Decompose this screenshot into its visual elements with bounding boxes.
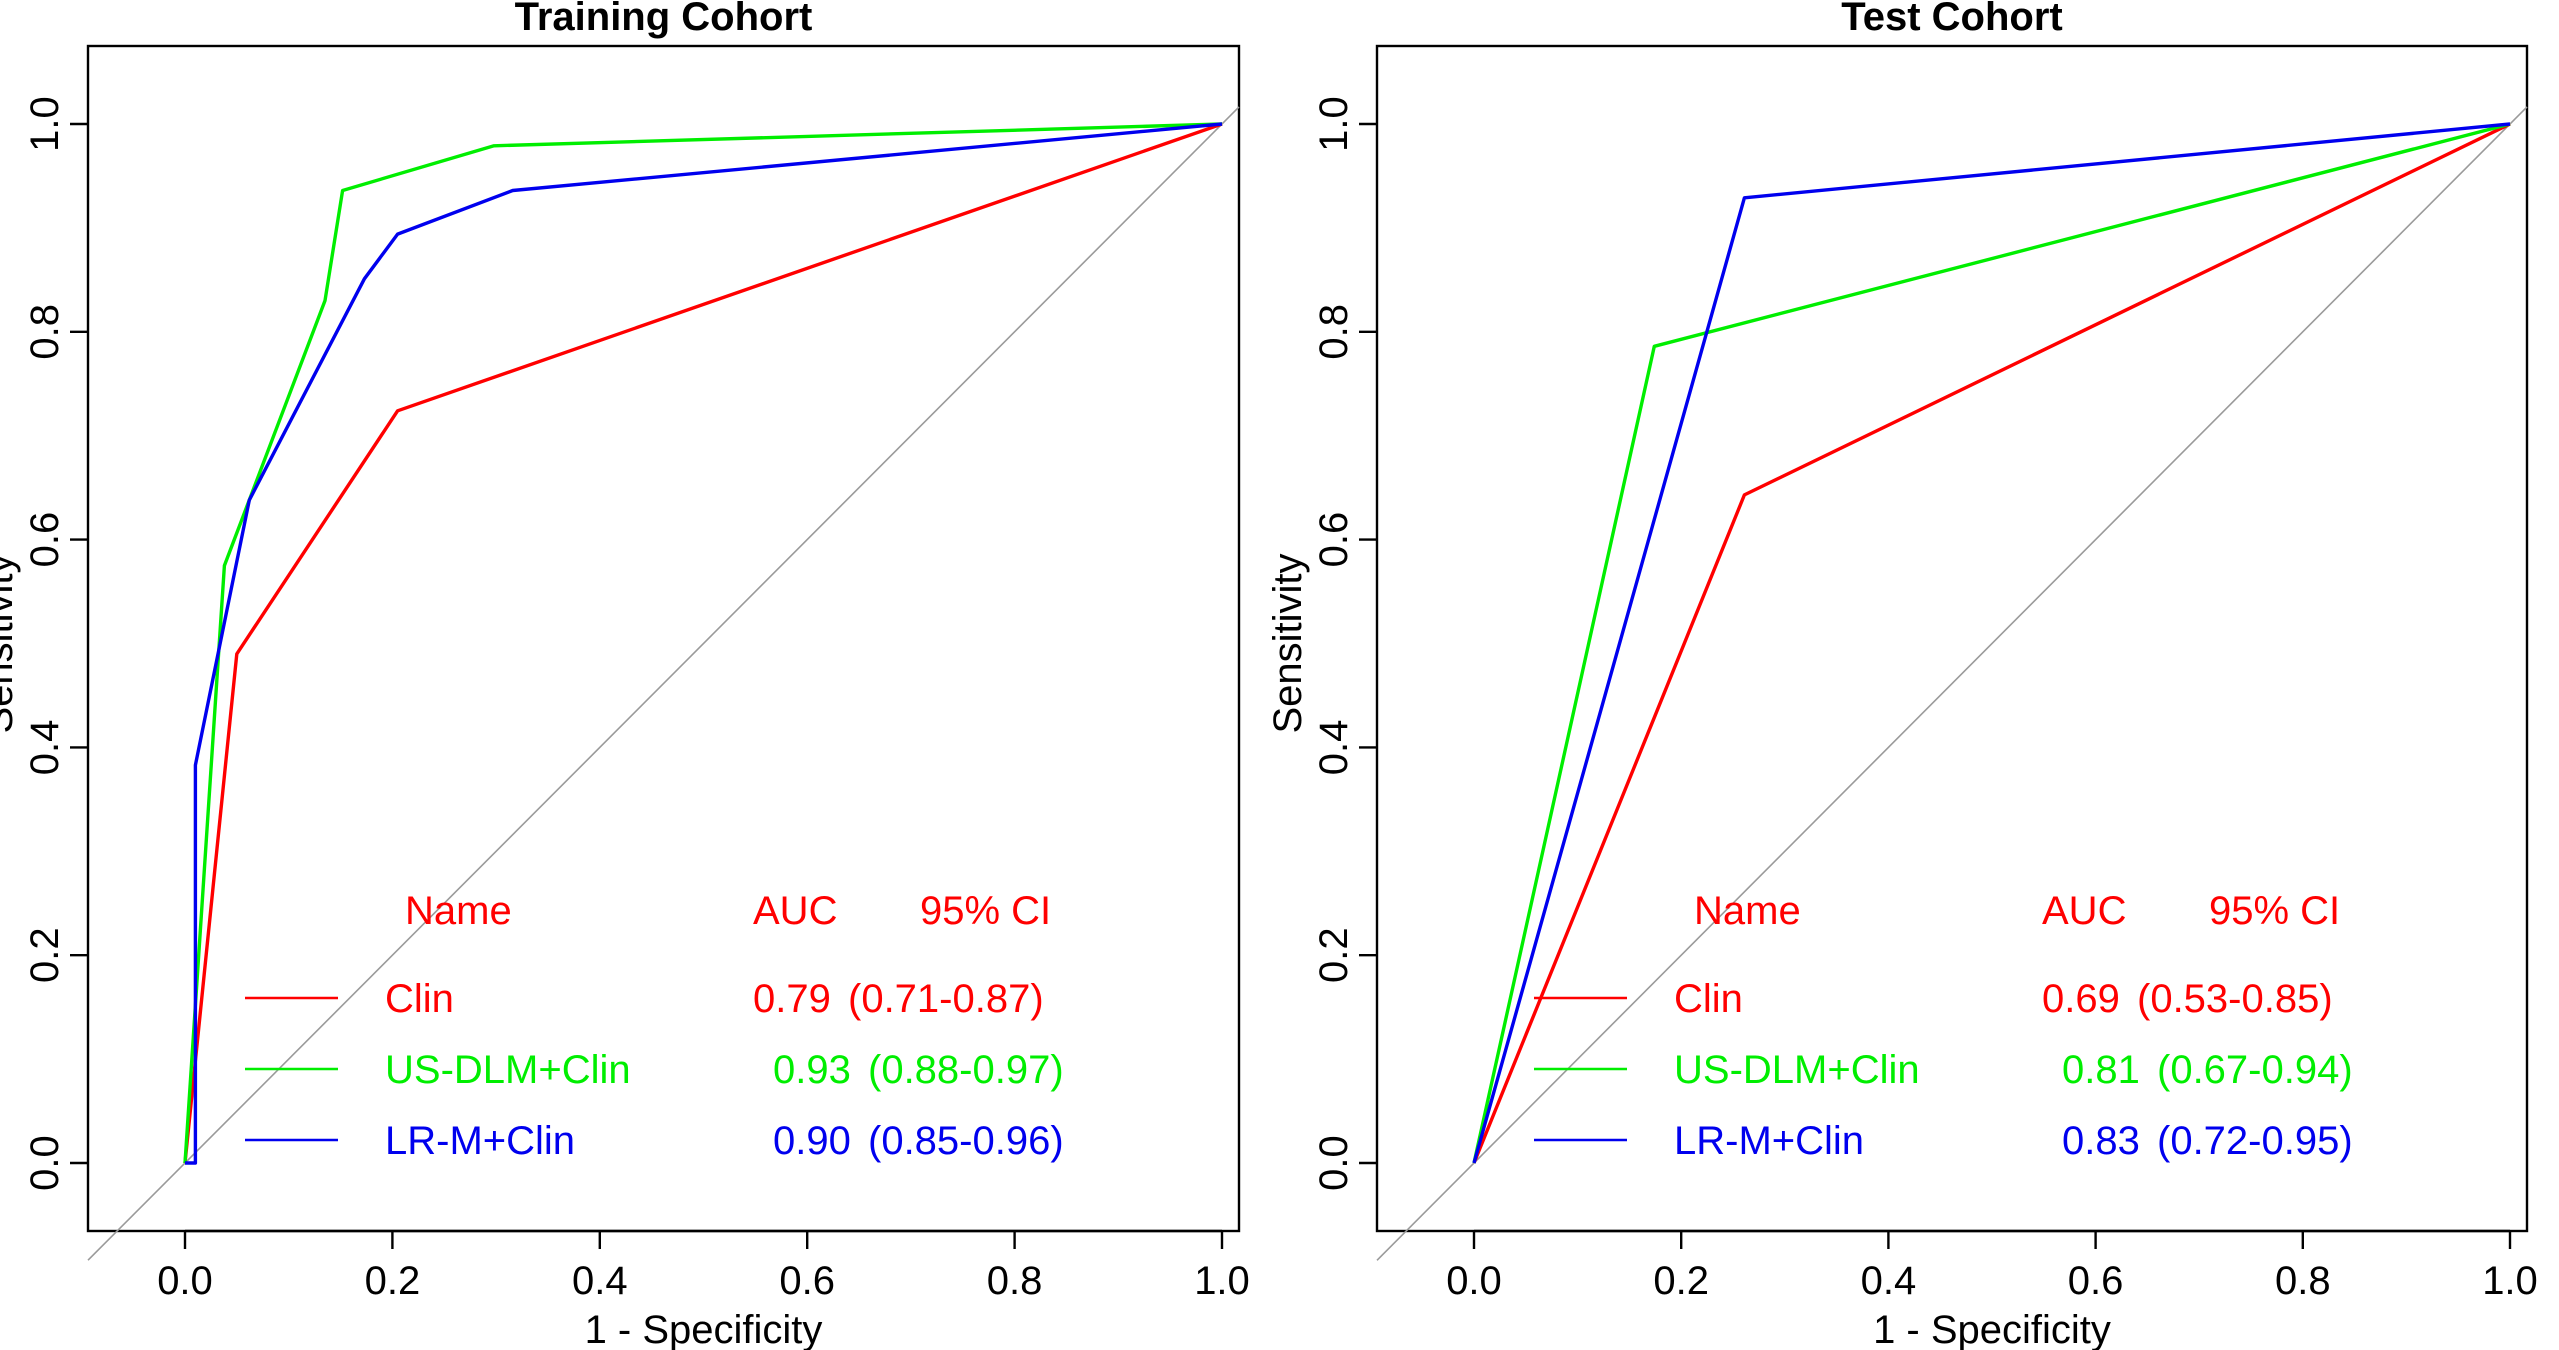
y-tick-label: 0.0: [23, 1135, 67, 1191]
y-tick-label: 0.0: [1312, 1135, 1356, 1191]
y-tick-label: 0.4: [1312, 720, 1356, 776]
legend-header-name: Name: [405, 889, 512, 933]
x-tick-label: 0.6: [779, 1259, 835, 1303]
roc-curve-lr-m-clin: [185, 122, 1223, 1165]
legend-series-name: Clin: [1674, 977, 1743, 1021]
legend-series-name: LR-M+Clin: [385, 1119, 575, 1163]
legend-series-auc: 0.69: [2042, 977, 2120, 1021]
reference-diagonal-line: [1376, 106, 2528, 1261]
legend-series-auc: 0.81: [2062, 1048, 2140, 1092]
plot-frame: [86, 44, 1241, 1233]
roc-curve-clin: [1472, 122, 2511, 1164]
y-tick-label: 1.0: [23, 96, 67, 152]
x-axis: 0.0 0.2 0.4 0.6 0.8 1.0: [157, 1229, 1250, 1303]
y-tick-label: 0.8: [1312, 304, 1356, 360]
legend-header-ci: 95% CI: [2209, 889, 2340, 933]
x-tick-label: 0.4: [1861, 1259, 1917, 1303]
legend-series-ci: (0.72-0.95): [2157, 1119, 2353, 1163]
plot-frame: [1375, 44, 2529, 1233]
chart-panel-training: Training Cohort 0.0 0.2 0.4 0.6 0.8 1.0 1 - Spe…: [0, 0, 1250, 1350]
y-axis: 0.0 0.2 0.4 0.6 0.8 1.0: [1312, 96, 1377, 1191]
legend-series-auc: 0.93: [773, 1048, 851, 1092]
legend-series-ci: (0.71-0.87): [848, 977, 1044, 1021]
legend-series-name: LR-M+Clin: [1674, 1119, 1864, 1163]
legend-series-name: US-DLM+Clin: [1674, 1048, 1920, 1092]
legend-series-ci: (0.53-0.85): [2137, 977, 2333, 1021]
legend-header-auc: AUC: [753, 889, 837, 933]
x-axis-label: 1 - Specificity: [585, 1308, 823, 1350]
legend-series-ci: (0.85-0.96): [868, 1119, 1064, 1163]
legend: Name AUC 95% CI Clin 0.79 (0.71-0.87) US-DLM+C…: [245, 889, 1064, 1163]
y-tick-label: 0.8: [23, 304, 67, 360]
legend-series-auc: 0.83: [2062, 1119, 2140, 1163]
legend-series-ci: (0.88-0.97): [868, 1048, 1064, 1092]
y-tick-label: 0.2: [23, 927, 67, 983]
x-axis: 0.0 0.2 0.4 0.6 0.8 1.0: [1446, 1229, 2538, 1303]
x-tick-label: 0.0: [1446, 1259, 1502, 1303]
roc-curve-lr-m-clin: [1472, 122, 2511, 1164]
chart-title: Training Cohort: [515, 0, 813, 39]
x-tick-label: 1.0: [2482, 1259, 2538, 1303]
roc-curve-clin: [183, 122, 1223, 1164]
x-tick-label: 0.8: [987, 1259, 1043, 1303]
x-tick-label: 0.2: [1653, 1259, 1709, 1303]
y-axis: 0.0 0.2 0.4 0.6 0.8 1.0: [23, 96, 88, 1191]
y-axis-label: Sensitivity: [0, 553, 21, 733]
legend-series-name: Clin: [385, 977, 454, 1021]
x-axis-label: 1 - Specificity: [1873, 1308, 2111, 1350]
x-tick-label: 0.2: [365, 1259, 421, 1303]
legend-header-ci: 95% CI: [920, 889, 1051, 933]
legend-series-ci: (0.67-0.94): [2157, 1048, 2353, 1092]
legend: Name AUC 95% CI Clin 0.69 (0.53-0.85) US-DLM+C…: [1534, 889, 2353, 1163]
x-tick-label: 0.4: [572, 1259, 628, 1303]
y-tick-label: 0.6: [23, 512, 67, 568]
reference-diagonal-line: [87, 106, 1240, 1261]
legend-series-name: US-DLM+Clin: [385, 1048, 631, 1092]
y-tick-label: 1.0: [1312, 96, 1356, 152]
legend-header-auc: AUC: [2042, 889, 2126, 933]
chart-panel-test: Test Cohort 0.0 0.2 0.4 0.6 0.8 1.0 1 - Specifi…: [1266, 0, 2538, 1350]
x-tick-label: 1.0: [1194, 1259, 1250, 1303]
y-tick-label: 0.6: [1312, 512, 1356, 568]
roc-curve-us-dlm-clin: [183, 122, 1223, 1164]
roc-curve-us-dlm-clin: [1472, 122, 2511, 1164]
x-tick-label: 0.8: [2275, 1259, 2331, 1303]
y-tick-label: 0.4: [23, 720, 67, 776]
y-axis-label: Sensitivity: [1266, 553, 1310, 733]
legend-header-name: Name: [1694, 889, 1801, 933]
chart-title: Test Cohort: [1841, 0, 2062, 39]
y-tick-label: 0.2: [1312, 927, 1356, 983]
legend-series-auc: 0.79: [753, 977, 831, 1021]
x-tick-label: 0.0: [157, 1259, 213, 1303]
x-tick-label: 0.6: [2068, 1259, 2124, 1303]
legend-series-auc: 0.90: [773, 1119, 851, 1163]
